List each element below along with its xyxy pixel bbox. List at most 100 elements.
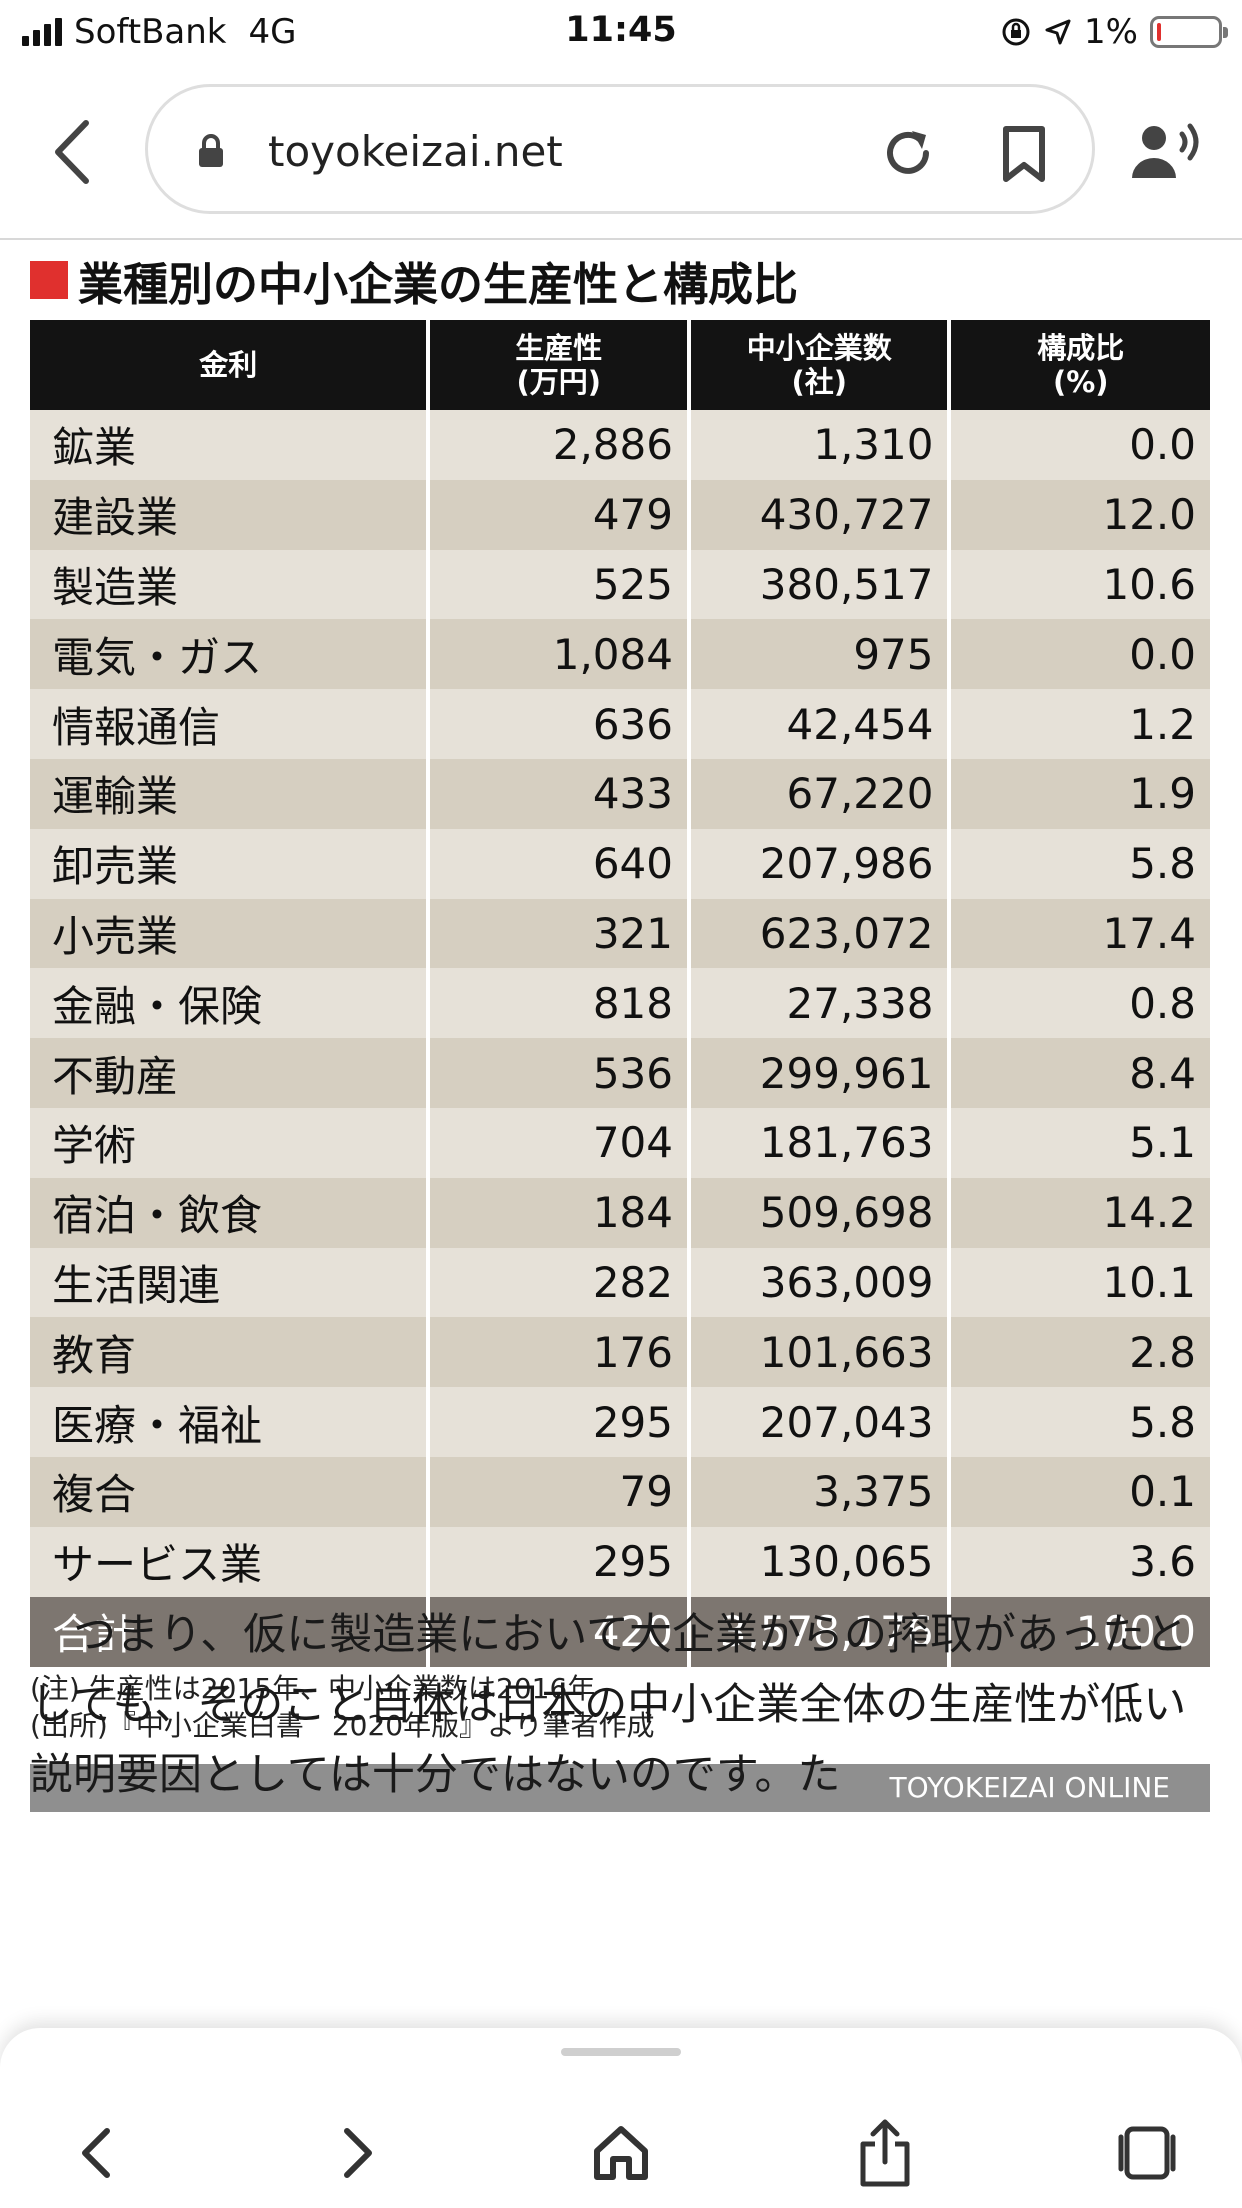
industry-cell: 卸売業 (30, 828, 429, 899)
credit-bar: TOYOKEIZAI ONLINE (30, 1764, 1210, 1812)
bottom-toolbar (0, 2028, 1242, 2208)
productivity-cell: 184 (426, 1177, 689, 1248)
industry-cell: 不動産 (30, 1038, 429, 1108)
location-arrow-icon (1045, 19, 1071, 45)
back-icon[interactable] (42, 117, 102, 187)
header-sme-count: 中小企業数 (社) (686, 320, 950, 410)
header-industry: 金利 (30, 320, 429, 410)
productivity-cell: 321 (426, 898, 689, 969)
sme-count-cell: 207,986 (686, 828, 950, 899)
productivity-cell: 818 (426, 968, 689, 1039)
sme-count-cell: 101,663 (686, 1317, 950, 1388)
source-line: (出所)『中小企業白書 2020年版』より筆者作成 (30, 1709, 655, 1742)
industry-cell: 医療・福祉 (30, 1387, 429, 1457)
industry-cell: 情報通信 (30, 689, 429, 759)
industry-cell: 運輸業 (30, 758, 429, 829)
sme-count-cell: 430,727 (686, 479, 950, 550)
table-row: 複合 79 3,375 0.1 (30, 1456, 1210, 1527)
reader-mode-icon[interactable] (1130, 120, 1202, 182)
industry-cell: 教育 (30, 1317, 429, 1388)
industry-cell: 製造業 (30, 549, 429, 620)
header-share: 構成比 (%) (947, 320, 1210, 410)
sme-count-cell: 380,517 (686, 549, 950, 620)
share-cell: 10.6 (947, 549, 1210, 620)
url-text: toyokeizai.net (268, 127, 563, 176)
home-button[interactable] (586, 2118, 656, 2188)
industry-cell: 鉱業 (30, 410, 429, 480)
table-row: 学術 704 181,763 5.1 (30, 1107, 1210, 1178)
carrier-name: SoftBank (74, 12, 227, 52)
reload-icon[interactable] (880, 125, 936, 181)
share-cell: 0.0 (947, 410, 1210, 480)
industry-cell: 建設業 (30, 479, 429, 550)
share-button[interactable] (850, 2118, 920, 2188)
productivity-cell: 479 (426, 479, 689, 550)
sme-count-cell: 509,698 (686, 1177, 950, 1248)
share-cell: 12.0 (947, 479, 1210, 550)
industry-cell: 金融・保険 (30, 968, 429, 1039)
nav-forward-button[interactable] (324, 2118, 394, 2188)
share-cell: 0.0 (947, 619, 1210, 690)
table-header-row: 金利 生産性 (万円) 中小企業数 (社) 構成比 (%) (30, 320, 1210, 410)
productivity-cell: 704 (426, 1107, 689, 1178)
industry-cell: 小売業 (30, 898, 429, 969)
table-row: 小売業 321 623,072 17.4 (30, 898, 1210, 969)
share-cell: 10.1 (947, 1247, 1210, 1318)
total-productivity: 420 (426, 1596, 689, 1667)
address-bar-row: toyokeizai.net (0, 62, 1242, 240)
data-table: 金利 生産性 (万円) 中小企業数 (社) 構成比 (%) 鉱業 2,886 1,3… (30, 320, 1210, 1667)
industry-cell: 複合 (30, 1456, 429, 1527)
sme-count-cell: 3,375 (686, 1456, 950, 1527)
orientation-lock-icon (1002, 18, 1030, 46)
header-productivity: 生産性 (万円) (426, 320, 689, 410)
productivity-cell: 433 (426, 758, 689, 829)
forward-icon (344, 2128, 372, 2178)
table-row: 宿泊・飲食 184 509,698 14.2 (30, 1177, 1210, 1248)
table-row: 建設業 479 430,727 12.0 (30, 479, 1210, 550)
network-type: 4G (248, 12, 297, 52)
address-bar[interactable]: toyokeizai.net (145, 84, 1095, 214)
table-row: 医療・福祉 295 207,043 5.8 (30, 1387, 1210, 1457)
share-cell: 2.8 (947, 1317, 1210, 1388)
status-right: 1% (1000, 12, 1228, 52)
toolbar-drag-handle[interactable] (561, 2048, 681, 2056)
share-cell: 0.8 (947, 968, 1210, 1039)
table-row: 製造業 525 380,517 10.6 (30, 549, 1210, 620)
share-icon (860, 2119, 910, 2187)
industry-cell: サービス業 (30, 1526, 429, 1597)
share-cell: 14.2 (947, 1177, 1210, 1248)
table-row: 卸売業 640 207,986 5.8 (30, 828, 1210, 899)
nav-back-button[interactable] (60, 2118, 130, 2188)
share-cell: 3.6 (947, 1526, 1210, 1597)
share-cell: 0.1 (947, 1456, 1210, 1527)
note-line: (注) 生産性は2015年、中小企業数は2016年 (30, 1672, 596, 1705)
share-cell: 17.4 (947, 898, 1210, 969)
table-total-row: 合計 420 3,578,176 100.0 (30, 1596, 1210, 1667)
table-row: 情報通信 636 42,454 1.2 (30, 689, 1210, 759)
sme-count-cell: 27,338 (686, 968, 950, 1039)
share-cell: 5.8 (947, 828, 1210, 899)
sme-count-cell: 299,961 (686, 1038, 950, 1108)
tabs-icon (1118, 2126, 1176, 2180)
industry-cell: 電気・ガス (30, 619, 429, 690)
bookmark-icon[interactable] (1000, 125, 1048, 183)
productivity-cell: 536 (426, 1038, 689, 1108)
table-row: 運輸業 433 67,220 1.9 (30, 758, 1210, 829)
share-cell: 1.9 (947, 758, 1210, 829)
table-row: 不動産 536 299,961 8.4 (30, 1038, 1210, 1108)
table-body: 鉱業 2,886 1,310 0.0 建設業 479 430,727 12.0 製造業 525 38… (30, 410, 1210, 1597)
sme-count-cell: 181,763 (686, 1107, 950, 1178)
back-icon (82, 2128, 110, 2178)
productivity-cell: 295 (426, 1526, 689, 1597)
signal-icon (22, 18, 62, 46)
table-row: サービス業 295 130,065 3.6 (30, 1526, 1210, 1597)
productivity-cell: 176 (426, 1317, 689, 1388)
tabs-button[interactable] (1112, 2118, 1182, 2188)
table-row: 電気・ガス 1,084 975 0.0 (30, 619, 1210, 690)
table-row: 金融・保険 818 27,338 0.8 (30, 968, 1210, 1039)
sme-count-cell: 130,065 (686, 1526, 950, 1597)
productivity-cell: 2,886 (426, 410, 689, 480)
home-icon (594, 2126, 648, 2180)
productivity-cell: 1,084 (426, 619, 689, 690)
